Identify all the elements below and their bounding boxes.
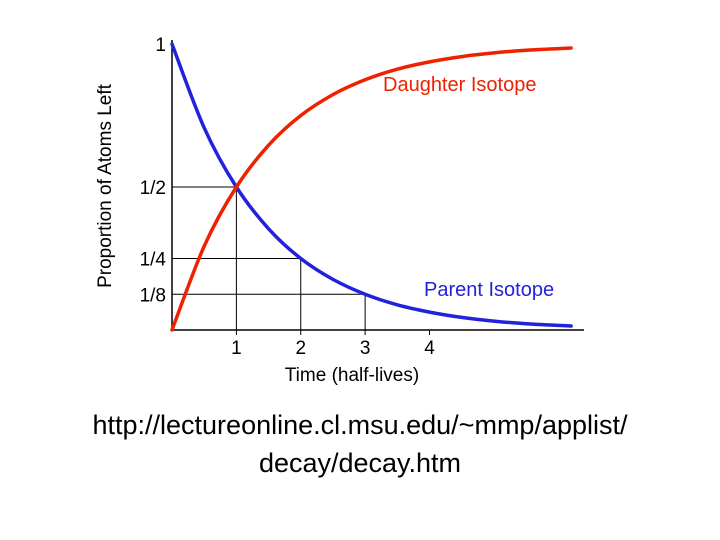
series-label-daughter-isotope: Daughter Isotope (383, 74, 536, 96)
y-tick-label: 1/2 (140, 178, 166, 199)
y-axis-title: Proportion of Atoms Left (95, 83, 116, 288)
x-tick-label: 1 (231, 338, 242, 359)
y-tick-label: 1 (155, 35, 166, 56)
source-url-line-2: decay/decay.htm (258, 448, 462, 478)
x-tick-label: 3 (360, 338, 371, 359)
decay-chart: 1 2 3 4 1 1/2 1/4 1/8 Time (half-lives) Proport… (95, 35, 584, 386)
y-tick-label: 1/4 (140, 250, 167, 271)
series-label-parent-isotope: Parent Isotope (424, 279, 554, 301)
tick-labels: 1 2 3 4 1 1/2 1/4 1/8 (140, 35, 436, 359)
source-url-line-1: http://lectureonline.cl.msu.edu/~mmp/app… (92, 410, 628, 440)
chart-axes (171, 40, 584, 335)
x-tick-label: 2 (295, 338, 306, 359)
x-axis-title: Time (half-lives) (285, 365, 419, 386)
x-tick-label: 4 (424, 338, 435, 359)
series-layer (170, 42, 573, 332)
series-line-daughter-isotope (170, 46, 573, 332)
reference-lines (172, 186, 366, 330)
y-tick-label: 1/8 (140, 285, 166, 306)
